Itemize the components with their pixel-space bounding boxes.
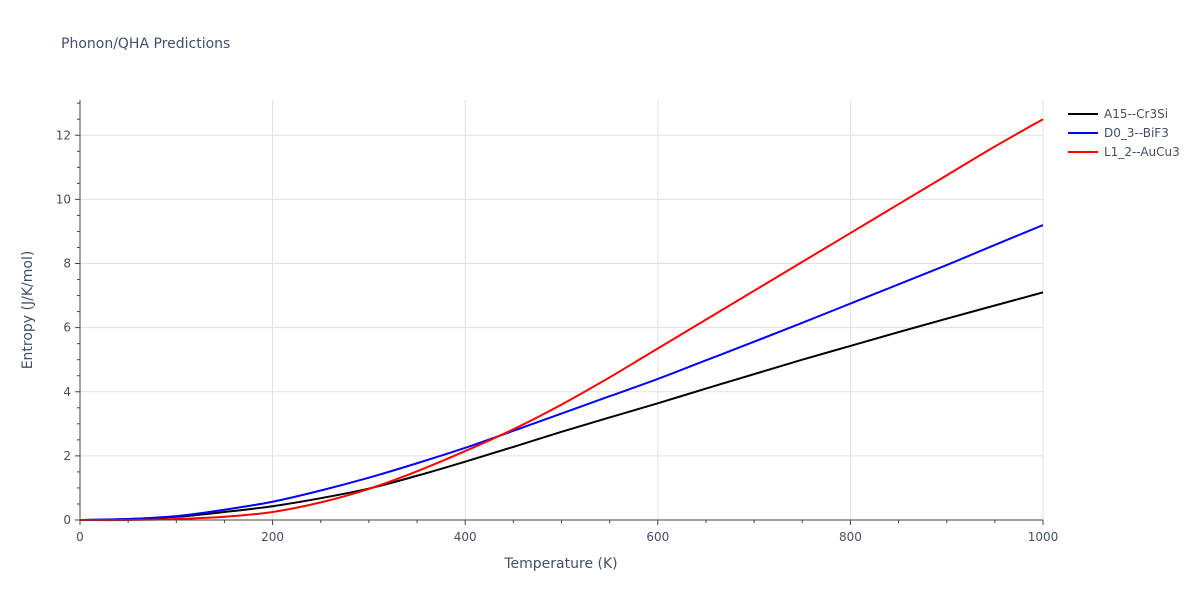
legend-label: D0_3--BiF3 xyxy=(1104,125,1169,140)
y-tick-label: 12 xyxy=(56,128,71,142)
axes: 0 200 400 600 800 1000 0 2 4 6 8 10 12 xyxy=(56,100,1059,544)
y-tick-label: 8 xyxy=(63,257,71,271)
legend-swatch xyxy=(1068,131,1098,134)
legend-item-0[interactable]: A15--Cr3Si xyxy=(1068,104,1180,123)
y-tick-label: 10 xyxy=(56,192,71,206)
legend-label: A15--Cr3Si xyxy=(1104,106,1169,121)
x-tick-label: 1000 xyxy=(1028,530,1059,544)
grid xyxy=(80,100,1044,520)
legend-item-2[interactable]: L1_2--AuCu3 xyxy=(1068,142,1180,161)
legend-label: L1_2--AuCu3 xyxy=(1104,144,1180,159)
series-line-1[interactable] xyxy=(79,224,1044,521)
legend-item-1[interactable]: D0_3--BiF3 xyxy=(1068,123,1180,142)
y-tick-label: 0 xyxy=(63,513,71,527)
chart-title: Phonon/QHA Predictions xyxy=(61,36,231,52)
y-tick-label: 4 xyxy=(63,385,71,399)
y-tick-label: 2 xyxy=(63,449,71,463)
legend-swatch xyxy=(1068,112,1098,115)
x-tick-label: 800 xyxy=(839,530,862,544)
legend: A15--Cr3Si D0_3--BiF3 L1_2--AuCu3 xyxy=(1068,104,1180,161)
legend-swatch xyxy=(1068,150,1098,153)
series-line-0[interactable] xyxy=(79,291,1044,521)
x-tick-label: 400 xyxy=(454,530,477,544)
y-tick-label: 6 xyxy=(63,321,71,335)
x-tick-label: 600 xyxy=(646,530,669,544)
x-tick-label: 200 xyxy=(261,530,284,544)
x-axis-label: Temperature (K) xyxy=(503,556,617,572)
series-layer xyxy=(79,118,1044,522)
series-line-2[interactable] xyxy=(79,118,1044,522)
x-tick-label: 0 xyxy=(76,530,84,544)
y-axis-label: Entropy (J/K/mol) xyxy=(20,251,36,370)
